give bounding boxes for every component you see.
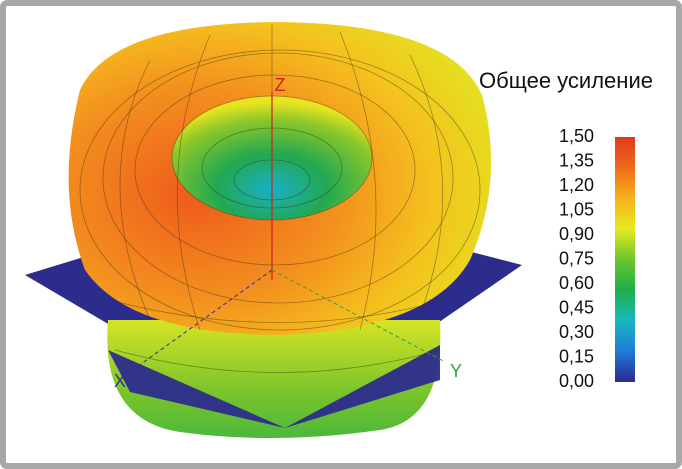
colorbar-tick-label: 0,75 [559,248,594,268]
x-axis-label: X [114,371,126,391]
colorbar-title: Общее усиление [479,68,653,93]
colorbar-tick-label: 0,30 [559,322,594,342]
colorbar-tick-label: 0,45 [559,297,594,317]
colorbar-tick-label: 1,20 [559,175,594,195]
lower-lobe [107,320,441,439]
colorbar-tick-label: 0,60 [559,273,594,293]
colorbar-tick-label: 1,05 [559,199,594,219]
y-axis-label: Y [450,361,462,381]
x-axis [129,269,273,373]
colorbar: 0,00 0,15 0,30 0,45 0,60 0,75 0,90 1,05 1,20 1,35… [559,126,635,391]
colorbar-scale [615,137,635,382]
y-axis [271,269,446,363]
colorbar-tick-label: 1,50 [559,126,594,146]
z-axis-label: Z [275,75,286,95]
axes: Z X Y [114,75,462,391]
colorbar-tick-label: 0,15 [559,346,594,366]
colorbar-tick-label: 1,35 [559,150,594,170]
plane-front [108,345,440,428]
colorbar-tick-label: 0,00 [559,371,594,391]
colorbar-tick-label: 0,90 [559,224,594,244]
